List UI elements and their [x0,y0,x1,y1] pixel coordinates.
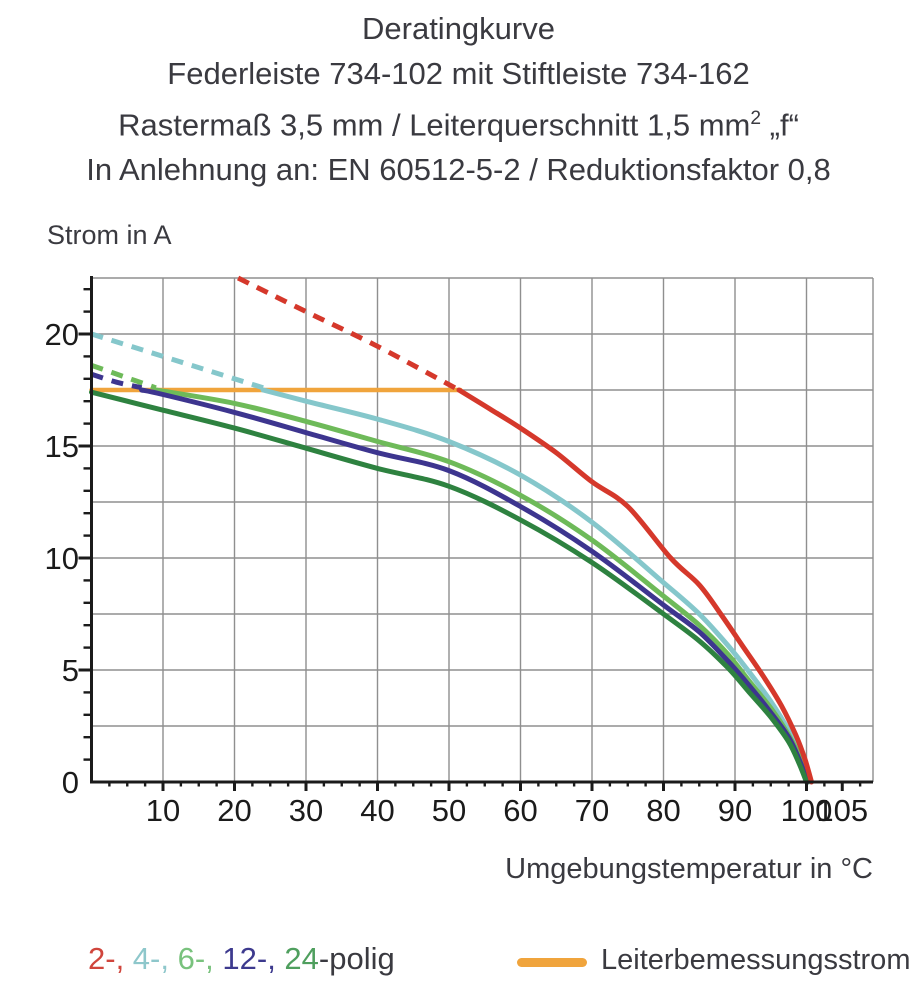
svg-text:40: 40 [360,793,394,828]
svg-text:20: 20 [45,317,79,352]
svg-text:10: 10 [146,793,180,828]
legend-12polig: 12-, [213,941,276,976]
svg-text:105: 105 [816,793,868,828]
svg-text:15: 15 [45,429,79,464]
chart-title-line2: Federleiste 734-102 mit Stiftleiste 734-… [167,56,750,91]
chart-title-line1: Deratingkurve [362,11,555,46]
svg-text:5: 5 [62,653,79,688]
poles-legend: 2-, 4-, 6-, 12-, 24-polig [88,941,395,977]
svg-text:90: 90 [718,793,752,828]
legend-24polig: 24 [275,941,319,976]
legend-6polig: 6-, [168,941,214,976]
svg-text:0: 0 [62,765,79,800]
svg-text:30: 30 [289,793,323,828]
conductor-legend: Leiterbemessungsstrom [517,944,910,977]
legend-polig-suffix: -polig [318,941,395,976]
legend-2polig: 2-, [88,941,125,976]
superscript-2: 2 [750,108,762,129]
y-axis-label: Strom in A [47,220,172,250]
chart-title-line4: In Anlehnung an: EN 60512-5-2 / Reduktio… [86,152,831,188]
chart-title-line3: Rastermaß 3,5 mm / Leiterquerschnitt 1,5… [118,107,799,143]
conductor-legend-label: Leiterbemessungsstrom [601,944,911,976]
svg-text:60: 60 [503,793,537,828]
x-axis-label: Umgebungstemperatur in °C [505,853,873,885]
svg-text:10: 10 [45,541,79,576]
svg-text:70: 70 [575,793,609,828]
svg-text:80: 80 [646,793,680,828]
svg-text:50: 50 [432,793,466,828]
legend-4polig: 4-, [124,941,169,976]
svg-text:100: 100 [781,793,833,828]
orange-line-swatch [517,957,587,967]
chart-title-block: Deratingkurve Federleiste 734-102 mit St… [0,6,917,192]
svg-text:20: 20 [217,793,251,828]
